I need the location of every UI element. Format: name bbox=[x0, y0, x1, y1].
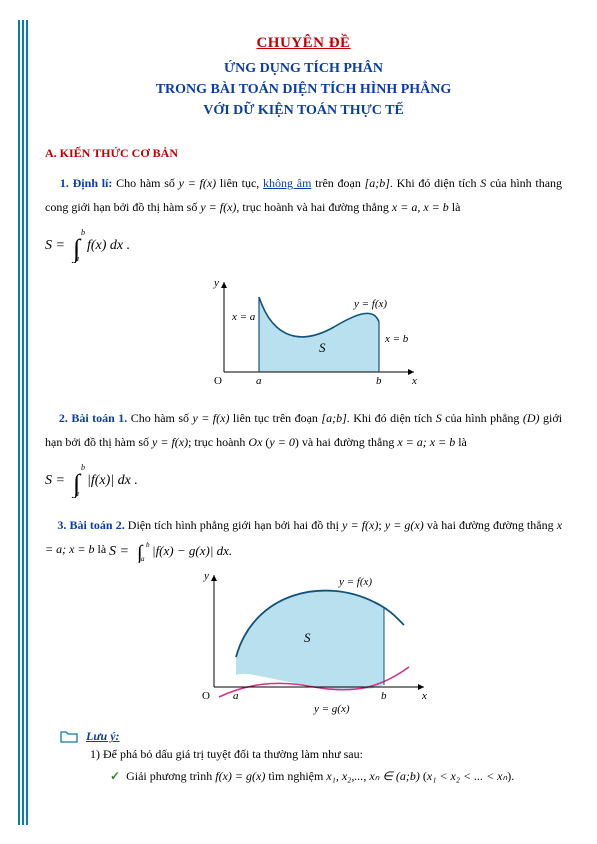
t2a: Cho hàm số bbox=[127, 411, 192, 425]
svg-text:y = g(x): y = g(x) bbox=[313, 703, 350, 715]
svg-text:S =: S = bbox=[45, 473, 65, 488]
svg-text:S: S bbox=[319, 340, 326, 355]
t2d: của hình phẳng bbox=[442, 411, 523, 425]
item2-label: Bài toán 1. bbox=[71, 411, 127, 425]
n2c: ( bbox=[420, 769, 427, 783]
note-line2: ✓ Giải phương trình f(x) = g(x) tìm nghiệ… bbox=[110, 766, 562, 788]
svg-text:a: a bbox=[256, 375, 262, 387]
eq1d: x = a, x = b bbox=[392, 200, 449, 214]
eq3b: y = g(x) bbox=[385, 518, 424, 532]
eq2a: y = f(x) bbox=[192, 411, 229, 425]
svg-text:x = b: x = b bbox=[384, 333, 409, 345]
title-sub: ỨNG DỤNG TÍCH PHÂN TRONG BÀI TOÁN DIỆN T… bbox=[45, 58, 562, 121]
d2: (D) bbox=[523, 411, 540, 425]
svg-text:b: b bbox=[81, 463, 85, 472]
svg-text:y = f(x): y = f(x) bbox=[353, 298, 387, 310]
note-line1: 1) Để phá bỏ dấu giá trị tuyệt đối ta th… bbox=[90, 744, 562, 766]
svg-text:b: b bbox=[381, 690, 387, 702]
eq3a: y = f(x) bbox=[342, 518, 378, 532]
title-block: CHUYÊN ĐỀ ỨNG DỤNG TÍCH PHÂN TRONG BÀI T… bbox=[45, 35, 562, 121]
t1g: là bbox=[449, 200, 461, 214]
t3c: là bbox=[95, 542, 110, 556]
chart1: y x Oa b x = a x = b Sy = f(x) bbox=[45, 272, 562, 396]
t1f: , trục hoành và hai đường thẳng bbox=[236, 200, 391, 214]
title-line2: TRONG BÀI TOÁN DIỆN TÍCH HÌNH PHẲNG bbox=[156, 82, 452, 97]
formula2: S = ∫ b a |f(x)| dx . bbox=[45, 458, 562, 503]
t2i: là bbox=[455, 435, 467, 449]
svg-text:f(x) dx .: f(x) dx . bbox=[87, 238, 130, 253]
n2b: tìm nghiệm bbox=[265, 769, 326, 783]
svg-text:S: S bbox=[304, 630, 311, 645]
title-line1: ỨNG DỤNG TÍCH PHÂN bbox=[224, 61, 383, 76]
t1b: liên tục, bbox=[216, 176, 263, 190]
svg-text:O: O bbox=[214, 375, 222, 387]
svg-text:S =: S = bbox=[45, 238, 65, 253]
eq1c: y = f(x) bbox=[200, 200, 236, 214]
svg-text:x = a: x = a bbox=[231, 311, 256, 323]
item1-label: Định lí: bbox=[73, 176, 113, 190]
t3b: và hai đường đường thẳng bbox=[424, 518, 557, 532]
ox: Ox bbox=[248, 435, 262, 449]
n2d: ). bbox=[507, 769, 514, 783]
item3-text: 3. Bài toán 2. Diện tích hình phẳng giới… bbox=[45, 513, 562, 563]
check-icon: ✓ bbox=[110, 769, 120, 783]
neq3: x₁ < x₂ < ... < xₙ bbox=[427, 769, 507, 783]
svg-text:a: a bbox=[75, 489, 79, 498]
svg-text:y = f(x): y = f(x) bbox=[338, 576, 372, 588]
t2c: . Khi đó diện tích bbox=[347, 411, 436, 425]
t1a: Cho hàm số bbox=[112, 176, 178, 190]
t3a: Diện tích hình phẳng giới hạn bởi hai đồ… bbox=[125, 518, 342, 532]
svg-text:b: b bbox=[81, 228, 85, 237]
folder-icon bbox=[60, 730, 78, 744]
t2h: ) và hai đường thẳng bbox=[295, 435, 398, 449]
y0: y = 0 bbox=[269, 435, 294, 449]
formula1: S = ∫ b a f(x) dx . bbox=[45, 223, 562, 268]
t2b: liên tục trên đoạn bbox=[229, 411, 321, 425]
eq1a: y = f(x) bbox=[179, 176, 217, 190]
note-head: Lưu ý: bbox=[60, 729, 562, 744]
svg-text:x: x bbox=[411, 375, 417, 387]
svg-text:a: a bbox=[141, 555, 145, 563]
t1c: trên đoạn bbox=[311, 176, 364, 190]
svg-text:a: a bbox=[233, 690, 239, 702]
svg-text:b: b bbox=[376, 375, 382, 387]
chart2: y x Oa b Sy = f(x) y = g(x) bbox=[45, 567, 562, 721]
svg-text:a: a bbox=[75, 254, 79, 263]
svg-text:|f(x)| dx .: |f(x)| dx . bbox=[87, 473, 138, 488]
item3-label: Bài toán 2. bbox=[70, 518, 125, 532]
svg-text:S =: S = bbox=[109, 544, 129, 559]
eq1b: [a;b] bbox=[365, 176, 390, 190]
svg-text:y: y bbox=[213, 277, 219, 289]
svg-text:|f(x) − g(x)| dx.: |f(x) − g(x)| dx. bbox=[152, 543, 232, 558]
svg-text:O: O bbox=[202, 690, 210, 702]
title-main: CHUYÊN ĐỀ bbox=[45, 35, 562, 52]
item1-text: 1. Định lí: Cho hàm số y = f(x) liên tục… bbox=[45, 171, 562, 219]
title-line3: VỚI DỮ KIỆN TOÁN THỰC TẾ bbox=[203, 103, 404, 118]
neq1: f(x) = g(x) bbox=[215, 769, 265, 783]
eq2c: y = f(x) bbox=[152, 435, 188, 449]
neq2: x₁, x₂,..., xₙ ∈ (a;b) bbox=[326, 769, 420, 783]
note-title: Lưu ý: bbox=[86, 729, 120, 744]
svg-text:x: x bbox=[421, 690, 427, 702]
t2f: ; trục hoành bbox=[188, 435, 248, 449]
item3-num: 3. bbox=[57, 518, 66, 532]
t1d: . Khi đó diện tích bbox=[390, 176, 480, 190]
n2a: Giải phương trình bbox=[126, 769, 215, 783]
eq2d: x = a; x = b bbox=[397, 435, 455, 449]
underline-khongam: không âm bbox=[263, 176, 311, 190]
svg-text:y: y bbox=[203, 570, 209, 582]
item2-num: 2. bbox=[59, 411, 68, 425]
svg-text:b: b bbox=[146, 541, 150, 549]
item2-text: 2. Bài toán 1. Cho hàm số y = f(x) liên … bbox=[45, 406, 562, 454]
item1-num: 1. bbox=[60, 176, 69, 190]
eq2b: [a;b] bbox=[321, 411, 346, 425]
section-a-heading: A. KIẾN THỨC CƠ BẢN bbox=[45, 146, 562, 161]
